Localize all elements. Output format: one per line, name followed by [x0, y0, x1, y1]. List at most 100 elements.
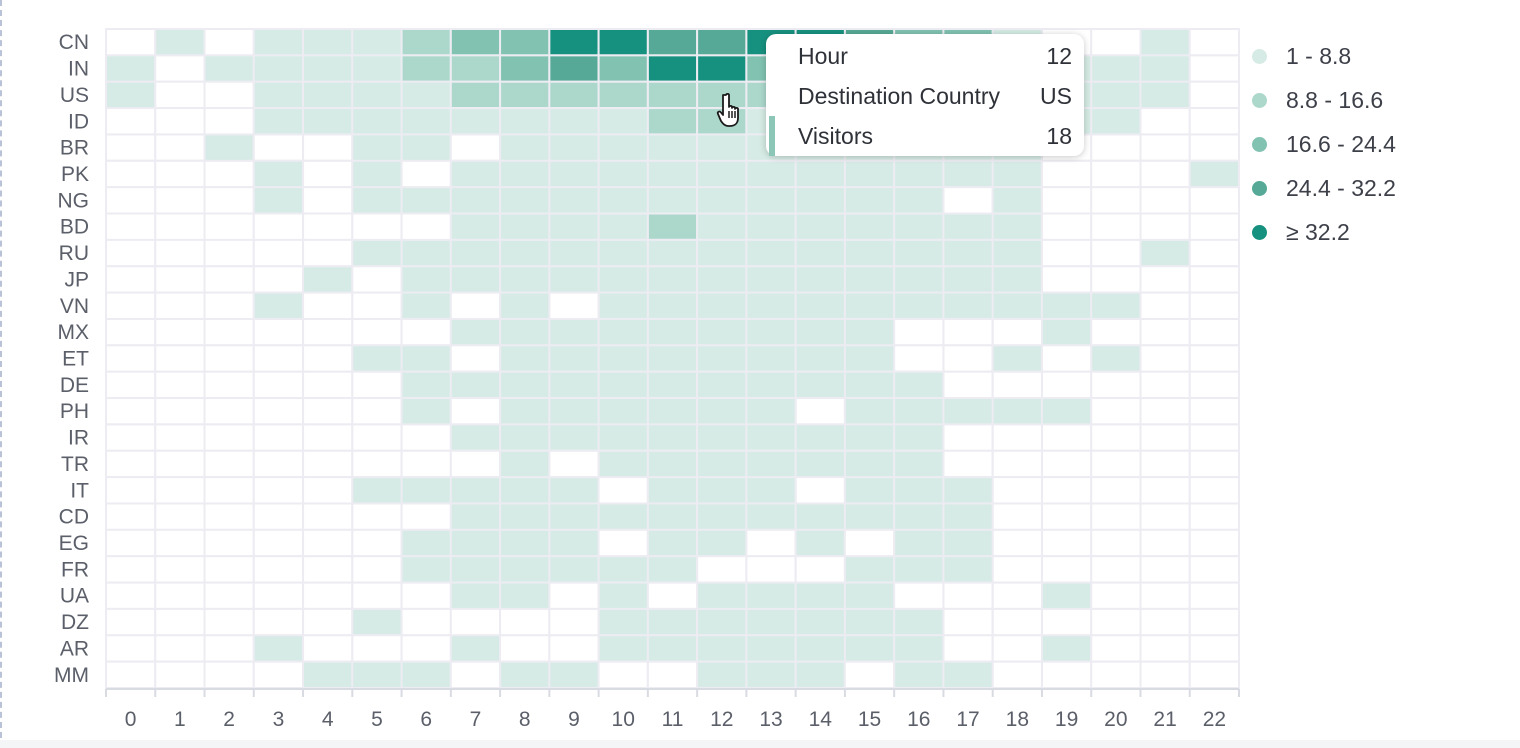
heatmap-cell[interactable]	[449, 449, 502, 479]
heatmap-cell[interactable]	[843, 502, 896, 531]
heatmap-cell[interactable]	[646, 317, 699, 347]
heatmap-cell[interactable]	[203, 370, 255, 400]
heatmap-cell[interactable]	[745, 449, 797, 479]
heatmap-cell[interactable]	[1139, 423, 1191, 452]
heatmap-cell[interactable]	[400, 28, 452, 57]
heatmap-cell[interactable]	[794, 212, 846, 241]
heatmap-cell[interactable]	[548, 265, 600, 294]
heatmap-cell[interactable]	[1139, 317, 1191, 347]
heatmap-cell[interactable]	[1090, 502, 1142, 531]
heatmap-cell[interactable]	[646, 607, 699, 637]
heatmap-cell[interactable]	[794, 238, 846, 268]
heatmap-cell[interactable]	[942, 238, 994, 268]
heatmap-cell[interactable]	[597, 634, 649, 663]
heatmap-cell[interactable]	[597, 476, 649, 505]
legend-item[interactable]: ≥ 32.2	[1252, 210, 1396, 254]
heatmap-cell[interactable]	[302, 212, 354, 241]
heatmap-cell[interactable]	[449, 660, 502, 690]
heatmap-cell[interactable]	[991, 607, 1043, 637]
heatmap-cell[interactable]	[302, 634, 354, 663]
heatmap-cell[interactable]	[843, 186, 896, 215]
heatmap-cell[interactable]	[1040, 423, 1093, 452]
heatmap-cell[interactable]	[1188, 54, 1240, 83]
heatmap-cell[interactable]	[548, 54, 600, 83]
heatmap-cell[interactable]	[597, 555, 649, 584]
heatmap-cell[interactable]	[1188, 634, 1240, 663]
heatmap-cell[interactable]	[1040, 660, 1093, 690]
heatmap-cell[interactable]	[252, 370, 305, 400]
heatmap-cell[interactable]	[351, 476, 403, 505]
heatmap-cell[interactable]	[843, 581, 896, 610]
legend-item[interactable]: 24.4 - 32.2	[1252, 166, 1396, 210]
heatmap-cell[interactable]	[302, 238, 354, 268]
heatmap-cell[interactable]	[400, 660, 452, 690]
heatmap-cell[interactable]	[302, 555, 354, 584]
heatmap-cell[interactable]	[1139, 370, 1191, 400]
heatmap-cell[interactable]	[1139, 28, 1191, 57]
heatmap-cell[interactable]	[449, 423, 502, 452]
heatmap-cell[interactable]	[400, 370, 452, 400]
heatmap-cell[interactable]	[105, 581, 157, 610]
heatmap-cell[interactable]	[794, 344, 846, 373]
heatmap-cell[interactable]	[893, 607, 945, 637]
legend-item[interactable]: 16.6 - 24.4	[1252, 122, 1396, 166]
heatmap-cell[interactable]	[696, 159, 748, 189]
heatmap-cell[interactable]	[351, 581, 403, 610]
heatmap-cell[interactable]	[597, 423, 649, 452]
heatmap-cell[interactable]	[893, 186, 945, 215]
heatmap-cell[interactable]	[794, 555, 846, 584]
heatmap-cell[interactable]	[548, 28, 600, 57]
heatmap-cell[interactable]	[597, 317, 649, 347]
heatmap-cell[interactable]	[696, 370, 748, 400]
heatmap-cell[interactable]	[794, 502, 846, 531]
heatmap-cell[interactable]	[1188, 607, 1240, 637]
heatmap-cell[interactable]	[548, 607, 600, 637]
heatmap-cell[interactable]	[991, 449, 1043, 479]
heatmap-cell[interactable]	[351, 423, 403, 452]
heatmap-cell[interactable]	[1139, 265, 1191, 294]
heatmap-cell[interactable]	[400, 397, 452, 426]
heatmap-cell[interactable]	[597, 449, 649, 479]
heatmap-cell[interactable]	[1139, 581, 1191, 610]
heatmap-cell[interactable]	[548, 133, 600, 162]
heatmap-cell[interactable]	[1090, 344, 1142, 373]
heatmap-cell[interactable]	[893, 397, 945, 426]
heatmap-cell[interactable]	[745, 186, 797, 215]
heatmap-cell[interactable]	[1139, 133, 1191, 162]
heatmap-cell[interactable]	[154, 186, 206, 215]
heatmap-cell[interactable]	[154, 555, 206, 584]
heatmap-cell[interactable]	[105, 291, 157, 320]
heatmap-cell[interactable]	[991, 634, 1043, 663]
heatmap-cell[interactable]	[154, 107, 206, 136]
heatmap-cell[interactable]	[893, 449, 945, 479]
heatmap-cell[interactable]	[745, 344, 797, 373]
heatmap-cell[interactable]	[893, 159, 945, 189]
heatmap-cell[interactable]	[942, 397, 994, 426]
heatmap-cell[interactable]	[843, 660, 896, 690]
heatmap-cell[interactable]	[1139, 344, 1191, 373]
heatmap-cell[interactable]	[1040, 449, 1093, 479]
heatmap-cell[interactable]	[745, 634, 797, 663]
heatmap-cell[interactable]	[302, 502, 354, 531]
heatmap-cell[interactable]	[991, 159, 1043, 189]
heatmap-cell[interactable]	[1139, 186, 1191, 215]
heatmap-cell[interactable]	[597, 344, 649, 373]
heatmap-cell[interactable]	[1040, 291, 1093, 320]
heatmap-cell[interactable]	[351, 555, 403, 584]
heatmap-cell[interactable]	[696, 28, 748, 57]
heatmap-cell[interactable]	[646, 423, 699, 452]
heatmap-cell[interactable]	[1090, 186, 1142, 215]
heatmap-cell[interactable]	[646, 344, 699, 373]
heatmap-cell[interactable]	[302, 28, 354, 57]
heatmap-cell[interactable]	[597, 80, 649, 110]
heatmap-cell[interactable]	[449, 397, 502, 426]
heatmap-cell[interactable]	[696, 212, 748, 241]
heatmap-cell[interactable]	[203, 133, 255, 162]
heatmap-cell[interactable]	[1188, 238, 1240, 268]
heatmap-cell[interactable]	[1090, 317, 1142, 347]
heatmap-cell[interactable]	[991, 476, 1043, 505]
heatmap-cell[interactable]	[154, 397, 206, 426]
heatmap-cell[interactable]	[499, 238, 551, 268]
heatmap-cell[interactable]	[646, 502, 699, 531]
heatmap-cell[interactable]	[696, 291, 748, 320]
